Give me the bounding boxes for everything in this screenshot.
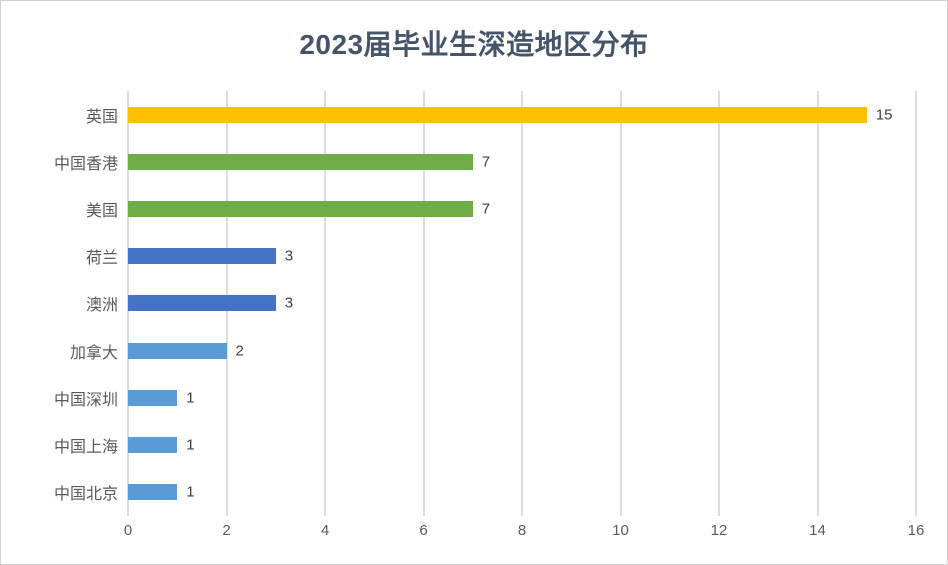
chart-title: 2023届毕业生深造地区分布 (299, 29, 649, 60)
bar-row: 2 (128, 327, 916, 374)
category-label: 澳洲 (85, 297, 118, 315)
category-label: 加拿大 (69, 344, 118, 362)
value-label: 7 (481, 153, 491, 171)
bar-row: 15 (128, 91, 916, 138)
value-label: 15 (875, 106, 893, 124)
category-label: 中国上海 (53, 439, 118, 457)
value-label: 3 (284, 247, 294, 265)
x-axis-tick-label: 6 (419, 522, 428, 539)
bar-row: 1 (128, 422, 916, 469)
x-axis-tick-label: 4 (320, 522, 330, 539)
x-axis: 0 2 4 6 8 10 12 14 16 (124, 522, 925, 552)
bar (128, 153, 473, 170)
bar (128, 484, 178, 501)
bar (128, 201, 473, 218)
category-label: 中国深圳 (53, 391, 118, 409)
gridline (521, 91, 523, 516)
gridline (324, 91, 326, 516)
gridline (718, 91, 720, 516)
bar (128, 437, 178, 454)
y-axis-category-labels: 英国中国香港美国荷兰澳洲加拿大中国深圳中国上海中国北京 (1, 91, 118, 516)
x-axis-tick-label: 14 (809, 522, 826, 539)
gridline (422, 91, 425, 516)
value-label: 1 (186, 483, 195, 501)
bar-row: 3 (128, 233, 916, 280)
category-label: 中国北京 (53, 486, 118, 504)
bar-row: 1 (128, 374, 916, 421)
x-axis-tick-label: 10 (612, 522, 629, 539)
category-label: 荷兰 (85, 250, 118, 268)
bar (128, 106, 867, 123)
bar (128, 389, 178, 406)
bar (128, 342, 227, 359)
value-label: 1 (186, 389, 195, 407)
bar (128, 295, 276, 312)
bar-row: 1 (128, 469, 916, 516)
x-axis-tick-label: 8 (517, 522, 527, 539)
value-label: 3 (284, 294, 294, 312)
x-axis-tick-label: 12 (710, 522, 728, 539)
bar-row: 3 (128, 280, 916, 327)
x-axis-tick-label: 0 (123, 522, 133, 539)
category-label: 中国香港 (53, 155, 118, 173)
bar-row: 7 (128, 185, 916, 232)
bar-row: 7 (128, 138, 916, 185)
gridline (816, 91, 819, 516)
category-label: 英国 (85, 108, 118, 126)
gridline (915, 91, 917, 516)
plot-area: 15 7 7 3 3 2 1 1 1 (127, 91, 917, 516)
category-label: 美国 (85, 203, 118, 221)
bar (128, 248, 276, 265)
gridline (619, 91, 622, 516)
value-label: 2 (235, 342, 244, 360)
value-label: 1 (186, 436, 195, 454)
x-axis-tick-label: 2 (222, 522, 231, 539)
value-label: 7 (481, 200, 491, 218)
x-axis-tick-label: 16 (907, 522, 925, 539)
